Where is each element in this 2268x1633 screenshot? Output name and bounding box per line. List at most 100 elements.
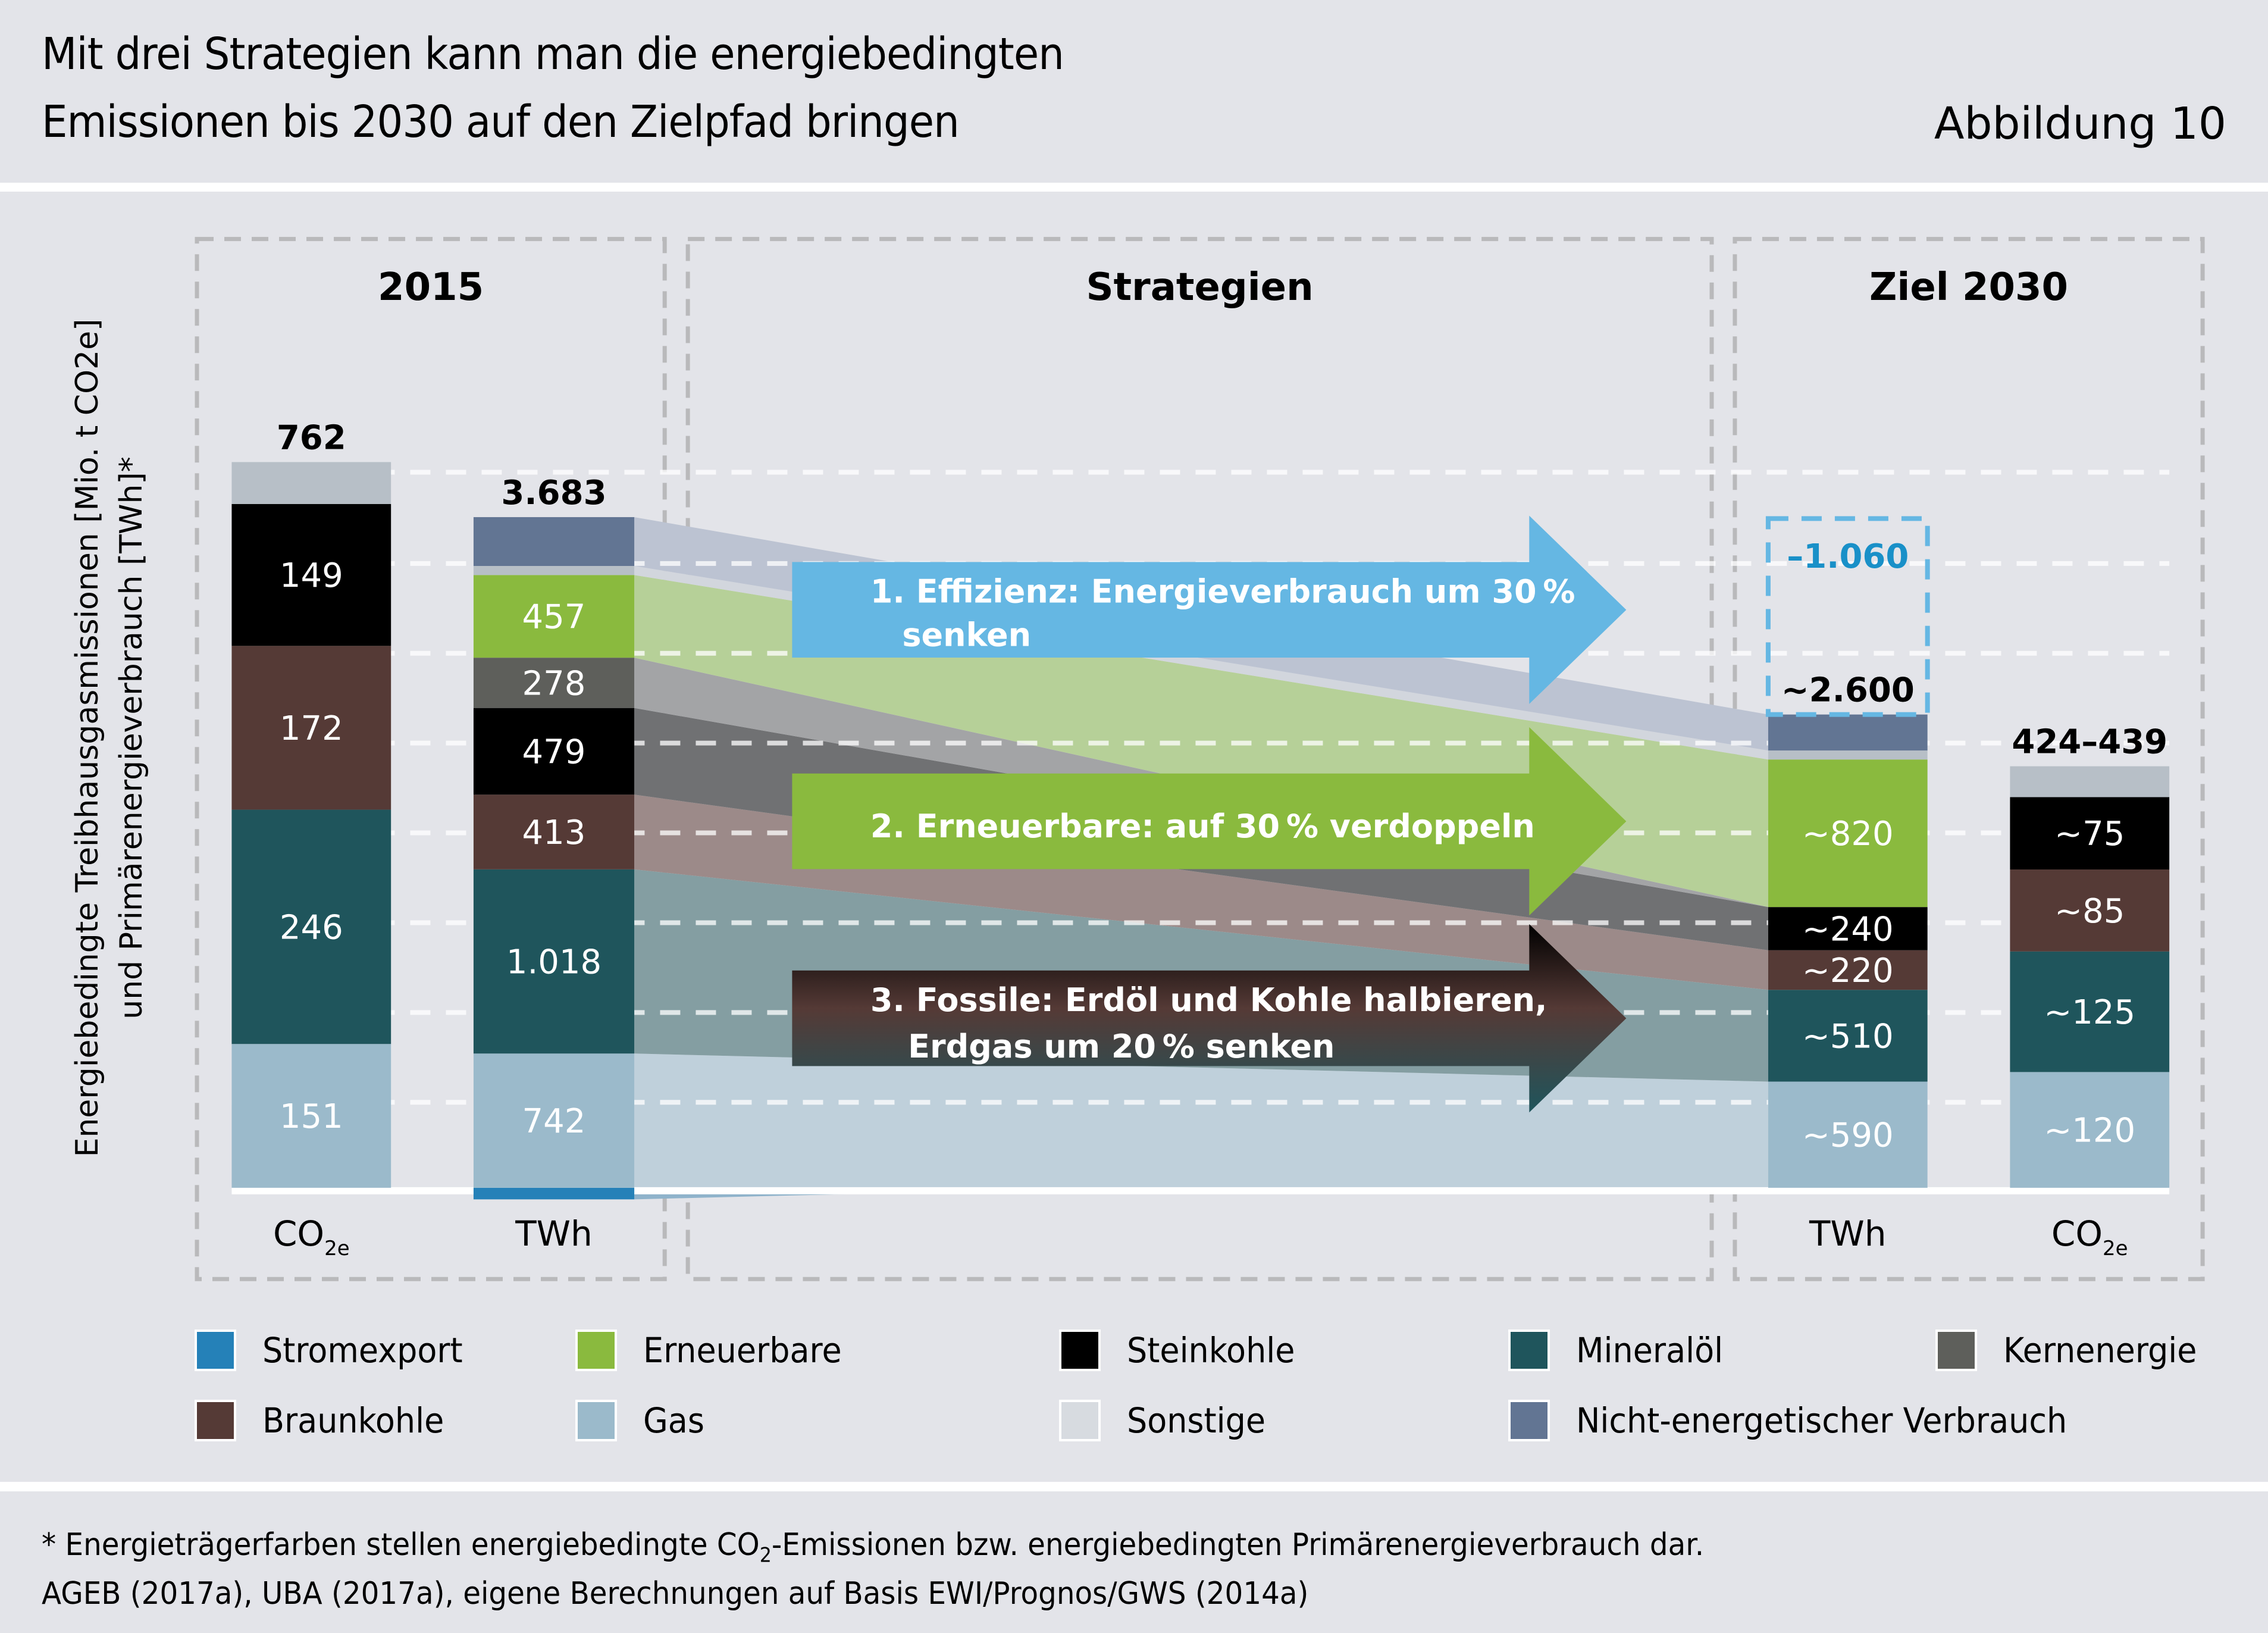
- legend-label-braunkohle: Braunkohle: [262, 1400, 444, 1441]
- section-title-2030: Ziel 2030: [1869, 265, 2068, 309]
- segment-label-erneuerbare: 457: [522, 598, 586, 637]
- source-note: AGEB (2017a), UBA (2017a), eigene Berech…: [42, 1576, 1309, 1612]
- legend-item-braunkohle: Braunkohle: [197, 1400, 458, 1441]
- segment-label-gas: ~590: [1802, 1116, 1894, 1155]
- legend-item-stromexport: Stromexport: [197, 1330, 478, 1371]
- bar-segment-gas: [473, 1053, 635, 1188]
- legend-swatch-erneuerbare: [578, 1332, 615, 1369]
- legend: Stromexport Erneuerbare Steinkohle Mineralö…: [0, 1309, 2268, 1482]
- legend-swatch-nev: [1510, 1402, 1547, 1439]
- segment-label-braunkohle: 413: [522, 814, 586, 852]
- bar-segment-kernenergie: [473, 658, 635, 708]
- segment-label-braunkohle: 172: [280, 709, 343, 748]
- bar-segment-sonstige: [1768, 750, 1928, 760]
- segment-label-steinkohle: 149: [280, 556, 343, 595]
- legend-label-gas: Gas: [643, 1400, 705, 1441]
- legend-swatch-gas: [578, 1402, 615, 1439]
- bar-segment-mineraloel: [2010, 951, 2170, 1072]
- legend-swatch-stromexport: [197, 1332, 234, 1369]
- segment-label-kernenergie: 278: [522, 664, 586, 703]
- footnote: * Energieträgerfarben stellen energiebed…: [42, 1527, 1704, 1567]
- bar-segment-mineraloel: [473, 869, 635, 1054]
- bar-segment-steinkohle: [473, 708, 635, 795]
- figure-label: Abbildung 10: [1934, 98, 2226, 149]
- segment-label-gas: ~120: [2044, 1112, 2135, 1150]
- legend-label-kernenergie: Kernenergie: [2003, 1330, 2197, 1371]
- bar-twh_2015: [473, 517, 635, 1200]
- axis-label-twh_2015: TWh: [515, 1213, 593, 1254]
- bar-co2_2030: [2010, 766, 2170, 1188]
- chart-title-line-1: Mit drei Strategien kann man die energie…: [42, 29, 1064, 80]
- footer-divider: [0, 1482, 2268, 1491]
- legend-label-mineraloel: Mineralöl: [1575, 1330, 1723, 1371]
- segment-label-steinkohle: 479: [522, 733, 586, 771]
- bar-segment-steinkohle: [231, 503, 391, 646]
- segment-label-braunkohle: ~85: [2054, 892, 2125, 931]
- segment-label-steinkohle: ~240: [1802, 910, 1894, 949]
- segment-label-braunkohle: ~220: [1802, 952, 1894, 990]
- bar-twh_2030: [1768, 714, 1928, 1188]
- segment-label-erneuerbare: ~820: [1802, 815, 1894, 853]
- bar-segment-sonstige: [2010, 766, 2170, 797]
- segment-label-mineraloel: 246: [280, 908, 343, 947]
- segment-label-mineraloel: ~125: [2044, 993, 2135, 1032]
- legend-label-sonstige: Sonstige: [1127, 1400, 1266, 1441]
- segment-label-mineraloel: ~510: [1802, 1017, 1894, 1056]
- footnote-text-post: -Emissionen bzw. energiebedingten Primär…: [771, 1527, 1705, 1563]
- segment-label-mineraloel: 1.018: [506, 943, 602, 982]
- strategy-label-1: 1. Effizienz: Energieverbrauch um 30 %: [870, 573, 1575, 611]
- section-title-strategies: Strategien: [1086, 265, 1313, 309]
- bar-segment-steinkohle: [2010, 797, 2170, 870]
- axis-label-subscript: 2e: [2103, 1237, 2128, 1260]
- bar-segment-braunkohle: [473, 794, 635, 869]
- legend-item-sonstige: Sonstige: [1061, 1400, 1276, 1441]
- bar-segment-gas: [231, 1044, 391, 1188]
- total-label-co2_2030: 424–439: [2012, 723, 2167, 762]
- bar-segment-mineraloel: [1768, 990, 1928, 1082]
- axis-label-twh_2030: TWh: [1809, 1213, 1887, 1254]
- header: Mit drei Strategien kann man die energie…: [0, 0, 2268, 182]
- legend-swatch-braunkohle: [197, 1402, 234, 1439]
- legend-swatch-sonstige: [1061, 1402, 1099, 1439]
- legend-label-stromexport: Stromexport: [262, 1330, 463, 1371]
- bar-segment-gas: [2010, 1072, 2170, 1188]
- legend-item-mineraloel: Mineralöl: [1510, 1330, 1734, 1371]
- reduction-box: [1765, 516, 1930, 717]
- reduction-label: –1.060: [1787, 537, 1909, 576]
- bar-segment-stromexport: [473, 1187, 635, 1200]
- legend-item-kernenergie: Kernenergie: [1937, 1330, 2211, 1371]
- legend-label-erneuerbare: Erneuerbare: [643, 1330, 842, 1371]
- bar-segment-erneuerbare: [473, 575, 635, 658]
- strategy-label-2: 2. Erneuerbare: auf 30 % verdoppeln: [870, 808, 1535, 845]
- bar-segment-steinkohle: [1768, 907, 1928, 950]
- total-label-twh_2015: 3.683: [501, 474, 606, 512]
- legend-swatch-kernenergie: [1937, 1332, 1975, 1369]
- legend-item-gas: Gas: [578, 1400, 709, 1441]
- bar-segment-braunkohle: [1768, 950, 1928, 990]
- section-title-2015: 2015: [378, 265, 484, 309]
- bar-segment-sonstige: [231, 462, 391, 504]
- legend-item-nev: Nicht-energetischer Verbrauch: [1510, 1400, 2104, 1441]
- header-divider: [0, 183, 2268, 192]
- bar-segment-sonstige: [473, 566, 635, 575]
- legend-label-nev: Nicht-energetischer Verbrauch: [1575, 1400, 2067, 1441]
- bar-segment-braunkohle: [231, 646, 391, 810]
- segment-label-gas: 151: [280, 1097, 343, 1136]
- strategy-label-1-line-2: senken: [902, 617, 1031, 654]
- bar-segment-gas: [1768, 1081, 1928, 1188]
- bar-segment-erneuerbare: [1768, 759, 1928, 908]
- strategy-arrow-3: [792, 924, 1627, 1113]
- axis-label-co2_2015: CO2e: [273, 1213, 350, 1260]
- legend-item-erneuerbare: Erneuerbare: [578, 1330, 857, 1371]
- flow-gas: [634, 1053, 1768, 1188]
- y-axis-label: Energiebedingte Treibhausgasmissionen [M…: [65, 292, 154, 1184]
- legend-swatch-steinkohle: [1061, 1332, 1099, 1369]
- bar-segment-nev: [1768, 714, 1928, 751]
- total-label-twh_2030: ~2.600: [1781, 671, 1915, 710]
- chart-svg: 2015 Strategien Ziel 2030 1. Effizienz: En…: [195, 237, 2205, 1281]
- axis-label-co2_2030: CO2e: [2051, 1213, 2128, 1260]
- strategy-arrow-1: [792, 515, 1627, 704]
- footnote-subscript: 2: [759, 1543, 772, 1568]
- y-axis-label-line-1: Energiebedingte Treibhausgasmissionen [M…: [70, 318, 105, 1158]
- footer: * Energieträgerfarben stellen energiebed…: [0, 1491, 2268, 1633]
